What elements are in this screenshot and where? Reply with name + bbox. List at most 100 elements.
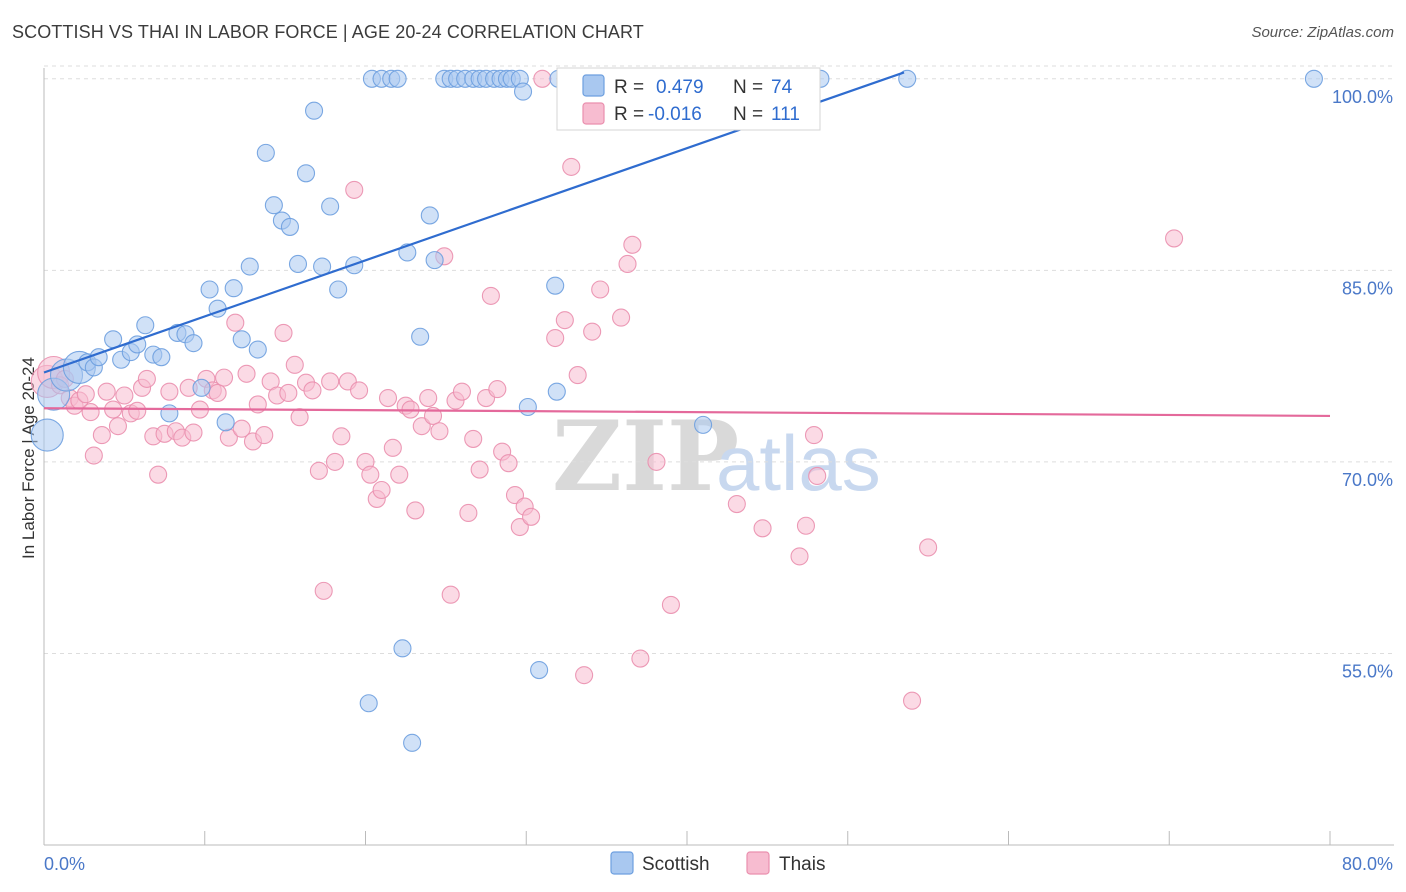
thai-point [285, 355, 304, 374]
thai-point [149, 465, 168, 484]
x-tick-label-max: 80.0% [1342, 854, 1393, 874]
thai-point [390, 465, 409, 484]
x-axis-ticks [43, 831, 1331, 845]
scottish-point [547, 382, 566, 401]
thai-point [115, 386, 134, 405]
thai-point [128, 401, 147, 420]
thai-point [345, 180, 364, 199]
bottom-legend-swatch-thai [746, 851, 770, 875]
scottish-point [184, 334, 203, 353]
thai-point [84, 446, 103, 465]
scottish-point [1304, 69, 1323, 88]
scottish-point [280, 217, 299, 236]
thai-point [804, 426, 824, 445]
thai-points [30, 69, 1184, 710]
thai-trend-line [43, 407, 1331, 418]
chart-title: SCOTTISH VS THAI IN LABOR FORCE | AGE 20… [12, 22, 644, 42]
thai-point [372, 480, 391, 500]
scottish-point [694, 415, 713, 434]
thai-point [623, 235, 642, 254]
thai-point [419, 388, 438, 408]
legend-r-label-thai: R = [614, 104, 644, 125]
y-tick-label: 100.0% [1332, 87, 1393, 107]
thai-point [452, 382, 472, 401]
thai-point [412, 417, 431, 436]
thai-point [237, 364, 256, 383]
scottish-point [518, 397, 537, 417]
y-axis-tick-labels: 55.0% 70.0% 85.0% 100.0% [1332, 87, 1393, 682]
thai-point [631, 649, 650, 668]
thai-point [309, 461, 328, 480]
thai-point [470, 460, 489, 479]
watermark-zip: ZIP [552, 400, 739, 513]
scottish-point [216, 413, 235, 432]
thai-point [81, 403, 100, 422]
legend-r-value-scottish: 0.479 [656, 77, 704, 98]
thai-point [618, 254, 637, 274]
thai-point [808, 466, 827, 485]
scottish-point [232, 330, 251, 349]
thai-point [591, 280, 610, 299]
scottish-point [30, 418, 64, 452]
thai-point [160, 382, 179, 401]
thai-point [488, 380, 507, 399]
thai-point [290, 408, 309, 427]
scottish-point [240, 257, 259, 276]
scottish-point [329, 280, 348, 299]
thai-point [612, 308, 631, 327]
thai-point [361, 465, 380, 484]
thai-point [562, 157, 581, 176]
scottish-point [403, 733, 422, 752]
thai-point [575, 666, 594, 685]
thai-point [232, 419, 251, 438]
x-tick-label-min: 0.0% [44, 854, 85, 874]
legend-n-value-scottish: 74 [771, 77, 793, 98]
thai-point [790, 547, 809, 566]
scottish-point [128, 335, 147, 354]
scottish-point [136, 316, 155, 335]
thai-point [279, 383, 298, 402]
y-axis-label: In Labor Force | Age 20-24 [19, 357, 38, 559]
scottish-point [359, 694, 378, 713]
thai-point [647, 452, 666, 471]
thai-point [137, 369, 156, 388]
thai-point [350, 381, 369, 400]
legend-n-label-thai: N = [733, 104, 763, 125]
scottish-point [546, 276, 565, 295]
y-tick-label: 55.0% [1342, 661, 1393, 681]
scottish-point [411, 327, 430, 346]
gridlines [44, 65, 1394, 654]
scottish-point [248, 340, 267, 359]
scottish-point [305, 101, 324, 120]
thai-point [108, 417, 127, 436]
thai-point [1165, 229, 1184, 248]
scottish-point [898, 69, 917, 88]
legend-n-value-thai: 111 [771, 104, 800, 125]
watermark-atlas: atlas [716, 419, 881, 507]
thai-point [92, 426, 111, 445]
scottish-point [425, 251, 444, 270]
scottish-point [160, 404, 179, 423]
scottish-point [420, 206, 439, 225]
thai-point [481, 286, 500, 305]
thai-point [464, 429, 483, 448]
y-tick-label: 70.0% [1342, 470, 1393, 490]
legend-swatch-scottish [582, 74, 605, 97]
scottish-point [200, 280, 219, 299]
thai-point [214, 368, 234, 387]
series-legend: Scottish Thais [610, 851, 825, 875]
scottish-point [393, 639, 412, 658]
thai-point [510, 517, 529, 537]
thai-point [522, 507, 541, 526]
thai-point [321, 372, 340, 391]
thai-point [441, 585, 460, 604]
scottish-point [224, 279, 243, 298]
thai-point [546, 328, 565, 348]
thai-point [314, 581, 333, 600]
thai-point [406, 501, 425, 520]
thai-point [555, 311, 574, 330]
thai-point [97, 382, 116, 401]
scottish-point [513, 82, 533, 101]
thai-point [919, 538, 938, 557]
